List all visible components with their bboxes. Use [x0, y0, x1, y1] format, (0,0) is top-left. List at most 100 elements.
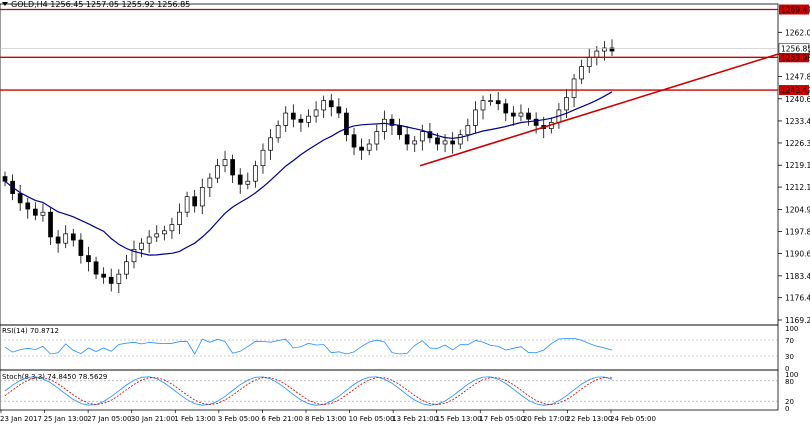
candle-body: [389, 118, 395, 126]
time-tick-label: 1 Feb 13:00: [174, 415, 215, 423]
candle-body: [609, 47, 615, 52]
resistance-level-tag: [779, 4, 809, 15]
candle-body: [177, 211, 182, 225]
candle-body: [518, 112, 524, 117]
candle-body: [116, 273, 122, 284]
price-tick-label: 1204.90: [785, 205, 810, 214]
stoch-tick-label: 100: [785, 371, 798, 379]
candle-body: [412, 140, 418, 145]
time-tick-label: 22 Feb 13:00: [566, 415, 612, 423]
candle-body: [435, 137, 440, 145]
candle-body: [260, 149, 266, 167]
time-tick-label: 15 Feb 13:00: [436, 415, 482, 423]
rsi-tick-label: 30: [785, 353, 794, 361]
resistance-levels: [0, 8, 778, 91]
candle-body: [245, 180, 251, 185]
price-tick-label: 1233.45: [785, 117, 810, 126]
candle-body: [511, 112, 516, 117]
candle-body: [230, 159, 235, 176]
candle-body: [503, 103, 509, 114]
rsi-tick-label: 100: [785, 325, 798, 333]
candle-body: [586, 56, 592, 67]
price-tick-label: 1219.15: [785, 161, 810, 170]
candle-body: [55, 236, 61, 244]
candle-body: [131, 249, 137, 263]
candle-body: [40, 211, 46, 216]
candle-body: [139, 242, 144, 250]
candle-body: [366, 143, 372, 151]
moving-average-series: [4, 91, 613, 256]
candle-body: [306, 115, 311, 123]
candle-body: [222, 159, 228, 167]
moving-average-line: [4, 91, 613, 256]
candle-body: [298, 118, 304, 123]
candle-body: [63, 233, 69, 244]
candle-body: [283, 112, 289, 126]
current-price-label: 1256.85: [781, 44, 810, 53]
price-tick-label: 1247.80: [785, 72, 810, 81]
price-tick-label: 1176.40: [785, 294, 810, 303]
candle-body: [313, 109, 319, 117]
candle-body: [480, 100, 486, 111]
candle-body: [25, 202, 31, 210]
candle-body: [359, 146, 364, 151]
time-tick-label: 6 Feb 21:00: [261, 415, 302, 423]
ascending-trendline[interactable]: [419, 53, 779, 167]
time-tick-label: 30 Jan 21:00: [131, 415, 175, 423]
candle-body: [161, 230, 167, 235]
candle-body: [321, 100, 327, 111]
candle-body: [564, 97, 569, 111]
time-tick-label: 10 Feb 05:00: [349, 415, 395, 423]
price-level-labels: 1269.41 1253.98 1243.42 1256.85: [0, 4, 810, 96]
candle-body: [594, 50, 600, 58]
candle-body: [146, 236, 152, 244]
rsi-panel-frame: [0, 324, 779, 371]
stoch-panel-frame: [0, 369, 779, 411]
candle-body: [17, 193, 23, 204]
time-tick-label: 27 Jan 05:00: [87, 415, 131, 423]
candle-body: [328, 100, 334, 108]
time-tick-label: 20 Feb 17:00: [523, 415, 569, 423]
candle-body: [579, 66, 585, 80]
candle-body: [70, 233, 76, 241]
price-tick-label: 1212.10: [785, 183, 810, 192]
price-tick-label: 1197.80: [785, 227, 810, 236]
candle-body: [207, 177, 213, 188]
time-tick-label: 8 Feb 13:00: [305, 415, 346, 423]
resistance-level-label: 1269.41: [781, 6, 810, 15]
candle-body: [442, 140, 448, 145]
candle-body: [344, 112, 349, 136]
dropdown-arrow-icon[interactable]: [2, 2, 8, 6]
candle-body: [290, 112, 296, 120]
candle-body: [404, 134, 410, 145]
candle-body: [571, 78, 577, 98]
resistance-level-tag: [779, 52, 809, 63]
candle-body: [473, 109, 478, 126]
stoch-title: Stoch(8,3,3) 74.8450 78.5629: [2, 373, 107, 381]
candle-body: [268, 137, 273, 151]
candle-body: [374, 131, 380, 145]
chart-header-title: GOLD,H4 1256.45 1257.05 1255.92 1256.85: [11, 0, 190, 9]
candle-body: [457, 134, 463, 145]
candle-body: [336, 106, 342, 114]
resistance-level-tag: [779, 85, 809, 96]
resistance-level-label: 1253.98: [781, 53, 810, 62]
candle-body: [184, 196, 190, 213]
price-tick-label: 1226.35: [785, 139, 810, 148]
candle-body: [275, 125, 281, 139]
time-tick-label: 17 Feb 05:00: [479, 415, 525, 423]
candle-body: [465, 125, 471, 136]
stoch-signal-line: [4, 377, 613, 406]
candle-body: [382, 118, 387, 132]
candle-body: [488, 100, 493, 102]
time-tick-label: 25 Jan 13:00: [44, 415, 88, 423]
candle-body: [32, 208, 38, 216]
candle-body: [397, 125, 402, 136]
candle-body: [192, 196, 198, 207]
candle-body: [526, 112, 531, 120]
stoch-tick-label: 20: [785, 398, 794, 406]
time-tick-label: 24 Feb 05:00: [610, 415, 656, 423]
candle-body: [124, 261, 129, 275]
